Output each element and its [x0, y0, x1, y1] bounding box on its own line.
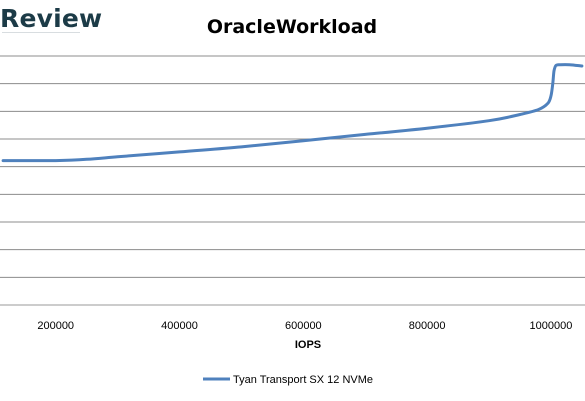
chart-title: OracleWorkload	[207, 16, 377, 38]
x-axis-label: IOPS	[295, 339, 321, 351]
gridlines	[0, 55, 585, 306]
x-tick-label: 600000	[285, 320, 322, 332]
x-tick-labels: 200000 400000 600000 800000 1000000	[37, 320, 572, 332]
brand-logo-text: Review	[0, 4, 103, 33]
brand-divider	[2, 32, 80, 33]
legend-label: Tyan Transport SX 12 NVMe	[233, 374, 373, 386]
series-group	[1, 63, 584, 163]
legend: Tyan Transport SX 12 NVMe	[203, 374, 373, 386]
x-tick-label: 800000	[409, 320, 446, 332]
x-tick-label: 200000	[37, 320, 74, 332]
series-line	[1, 63, 584, 163]
x-tick-label: 400000	[161, 320, 198, 332]
x-tick-label: 1000000	[530, 320, 573, 332]
